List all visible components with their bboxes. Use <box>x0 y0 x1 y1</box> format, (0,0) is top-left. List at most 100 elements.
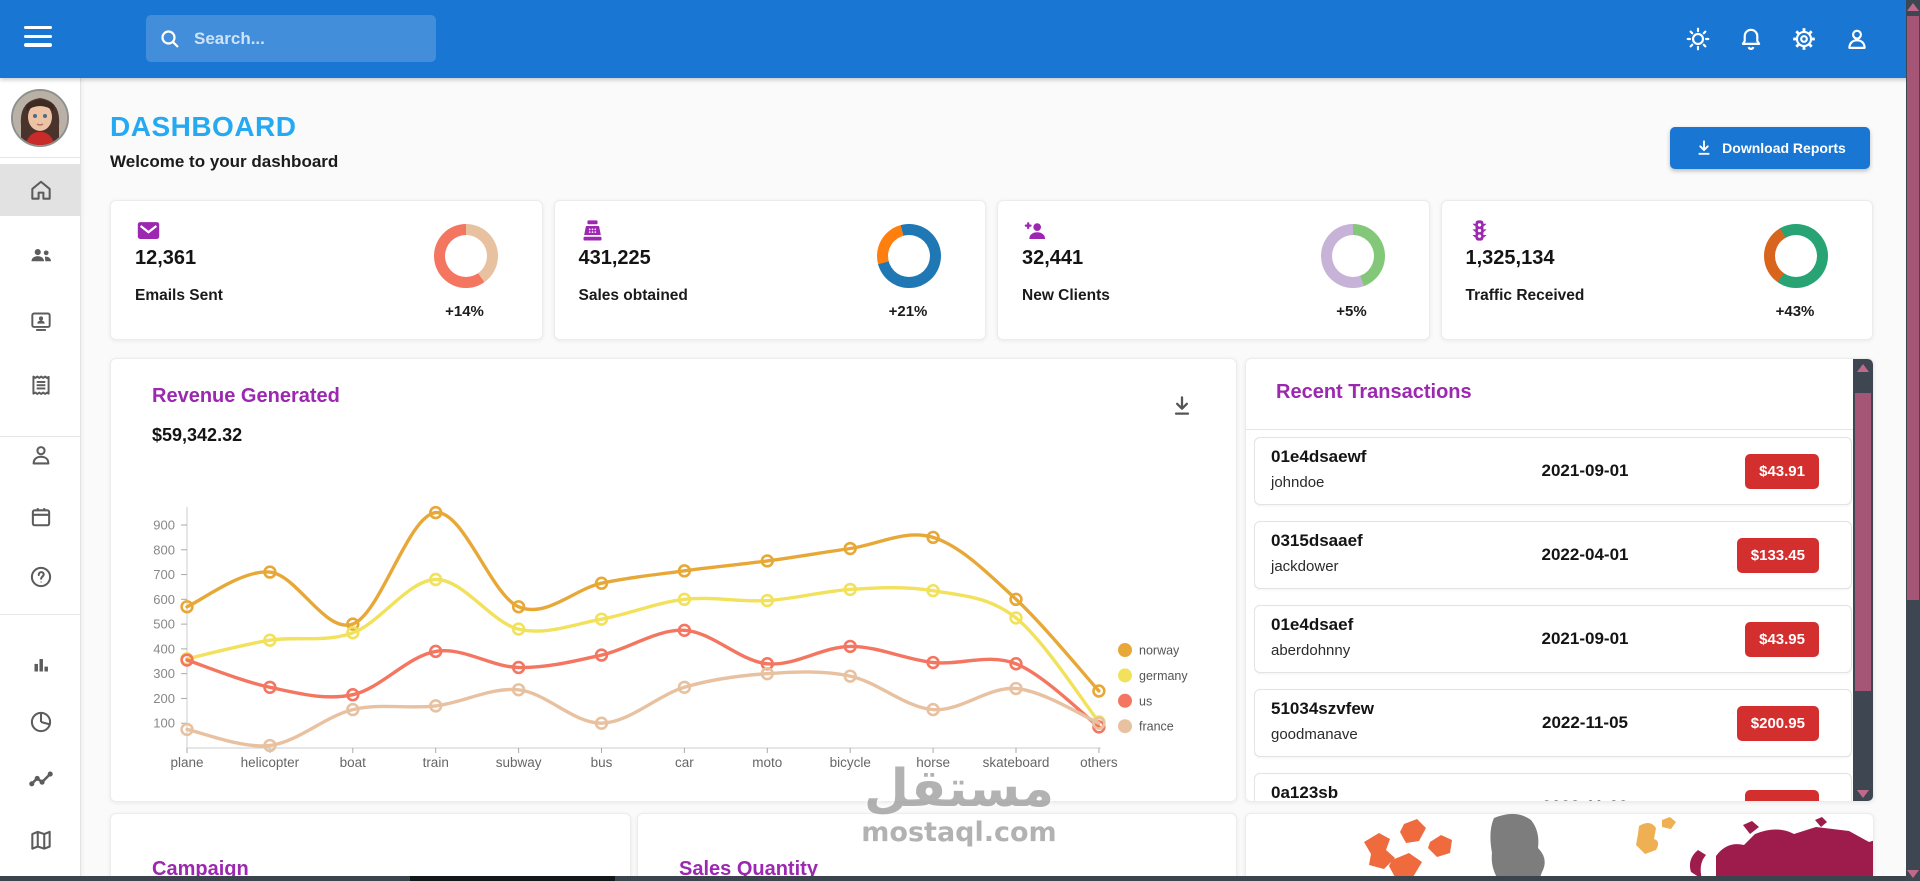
revenue-panel: 100 200 300 400 500 600 700 800 900 plane helicopt… <box>110 358 1237 802</box>
divider <box>1246 429 1873 430</box>
geography-panel <box>1245 813 1874 881</box>
transaction-user: goodmanave <box>1271 726 1358 743</box>
list-scrollbar-thumb[interactable] <box>1855 393 1871 691</box>
scroll-down-arrow[interactable] <box>1907 870 1919 878</box>
sidebar-item-geography[interactable] <box>0 814 81 866</box>
stat-delta: +21% <box>888 303 928 320</box>
transaction-row: 01e4dsaef aberdohnny 2021-09-01 $43.95 <box>1254 605 1852 673</box>
people-icon <box>30 249 51 262</box>
page-title: DASHBOARD <box>110 111 297 142</box>
line-chart-icon <box>28 771 53 787</box>
sidebar-item-home[interactable] <box>0 164 81 216</box>
transaction-date: 2021-09-01 <box>1541 629 1629 648</box>
transaction-cost-badge: $200.95 <box>1736 706 1819 741</box>
scroll-down-arrow[interactable] <box>1857 790 1869 798</box>
stat-card-traffic: 1,325,134 Traffic Received +43% <box>1440 200 1873 340</box>
receipt-icon <box>31 375 50 395</box>
transaction-cost-badge: $13.55 <box>1745 790 1819 801</box>
svg-text:car: car <box>675 755 694 770</box>
search-bar[interactable] <box>146 15 436 62</box>
sidebar-item-bar-chart[interactable] <box>0 639 81 691</box>
pie-chart-icon <box>30 711 51 733</box>
transactions-panel: Recent Transactions 01e4dsaewf johndoe 2… <box>1245 358 1874 802</box>
scroll-up-arrow[interactable] <box>1907 3 1919 11</box>
scroll-up-arrow[interactable] <box>1857 364 1869 372</box>
svg-text:bicycle: bicycle <box>830 755 871 770</box>
stat-label: Traffic Received <box>1465 287 1585 304</box>
sidebar-item-contacts[interactable] <box>0 294 81 346</box>
svg-text:bus: bus <box>591 755 613 770</box>
download-reports-button[interactable]: Download Reports <box>1670 127 1870 169</box>
revenue-title: Revenue Generated <box>152 385 340 407</box>
transaction-id: 0315dsaaef <box>1271 531 1363 550</box>
transaction-row: 0a123sb 2022-11-02 $13.55 <box>1254 773 1852 801</box>
light-mode-icon[interactable] <box>1685 26 1711 52</box>
download-reports-label: Download Reports <box>1722 140 1846 156</box>
sales-quantity-title: Sales Quantity <box>679 858 818 880</box>
vertical-scrollbar-thumb[interactable] <box>1907 16 1919 600</box>
svg-text:200: 200 <box>153 691 175 706</box>
stat-value: 431,225 <box>578 247 651 269</box>
search-icon <box>158 27 182 51</box>
transaction-id: 51034szvfew <box>1271 699 1375 718</box>
menu-toggle-button[interactable] <box>24 26 52 52</box>
legend-label: france <box>1139 720 1174 734</box>
progress-circle <box>1320 224 1385 288</box>
map-icon <box>30 830 51 850</box>
svg-text:others: others <box>1080 755 1118 770</box>
legend-label: norway <box>1139 644 1180 658</box>
svg-text:plane: plane <box>170 755 203 770</box>
stat-delta: +5% <box>1336 303 1367 320</box>
transaction-date: 2022-11-02 <box>1475 797 1695 801</box>
stat-value: 12,361 <box>135 247 197 269</box>
settings-icon[interactable] <box>1791 26 1817 52</box>
transaction-row: 0315dsaaef jackdower 2022-04-01 $133.45 <box>1254 521 1852 589</box>
transactions-list: 01e4dsaewf johndoe 2021-09-01 $43.91 031… <box>1254 437 1852 801</box>
email-icon <box>135 217 162 244</box>
transaction-user: johndoe <box>1271 474 1325 491</box>
stat-label: Emails Sent <box>135 287 223 304</box>
person-icon <box>32 446 49 465</box>
stat-label: New Clients <box>1022 287 1110 304</box>
stat-card-sales: 431,225 Sales obtained +21% <box>553 200 986 340</box>
bar-chart-icon <box>34 659 48 672</box>
stat-delta: +43% <box>1775 303 1815 320</box>
traffic-icon <box>1466 217 1493 244</box>
legend-label: germany <box>1139 669 1188 683</box>
horizontal-scrollbar <box>0 876 1906 881</box>
transaction-cost-badge: $43.91 <box>1745 454 1819 489</box>
sidebar-item-profile-form[interactable] <box>0 429 81 481</box>
revenue-amount: $59,342.32 <box>152 425 243 445</box>
progress-circle <box>433 224 498 288</box>
notifications-icon[interactable] <box>1738 26 1764 52</box>
sidebar-divider <box>0 157 81 158</box>
sidebar-item-team[interactable] <box>0 229 81 281</box>
transaction-id: 0a123sb <box>1271 783 1339 801</box>
stat-value: 1,325,134 <box>1465 247 1555 269</box>
point-of-sale-icon <box>579 217 606 244</box>
sidebar-item-pie-chart[interactable] <box>0 696 81 748</box>
progress-circle <box>877 224 941 288</box>
svg-text:800: 800 <box>153 542 175 557</box>
transaction-date: 2022-04-01 <box>1541 545 1629 564</box>
sidebar-item-faq[interactable] <box>0 551 81 603</box>
horizontal-scrollbar-thumb[interactable] <box>410 876 615 881</box>
transaction-cost-badge: $43.95 <box>1745 622 1819 657</box>
revenue-line-chart: 100 200 300 400 500 600 700 800 900 plane helicopt… <box>153 505 1188 770</box>
sidebar-item-invoices[interactable] <box>0 359 81 411</box>
user-avatar[interactable] <box>11 89 69 147</box>
chart-download-icon[interactable] <box>1169 393 1195 419</box>
legend-dot <box>1118 668 1132 683</box>
sidebar-item-line-chart[interactable] <box>0 754 81 806</box>
sidebar-divider <box>0 614 81 615</box>
svg-text:subway: subway <box>496 755 542 770</box>
sidebar-item-calendar[interactable] <box>0 491 81 543</box>
svg-text:600: 600 <box>153 592 175 607</box>
profile-icon[interactable] <box>1844 26 1870 52</box>
transaction-date: 2021-09-01 <box>1541 461 1629 480</box>
stats-row: 12,361 Emails Sent +14% 431,225 Sales ob… <box>110 200 1873 340</box>
progress-circle <box>1764 224 1828 288</box>
search-input[interactable] <box>192 27 424 50</box>
transaction-user: aberdohnny <box>1271 642 1351 659</box>
transaction-date: 2022-11-05 <box>1541 713 1629 732</box>
